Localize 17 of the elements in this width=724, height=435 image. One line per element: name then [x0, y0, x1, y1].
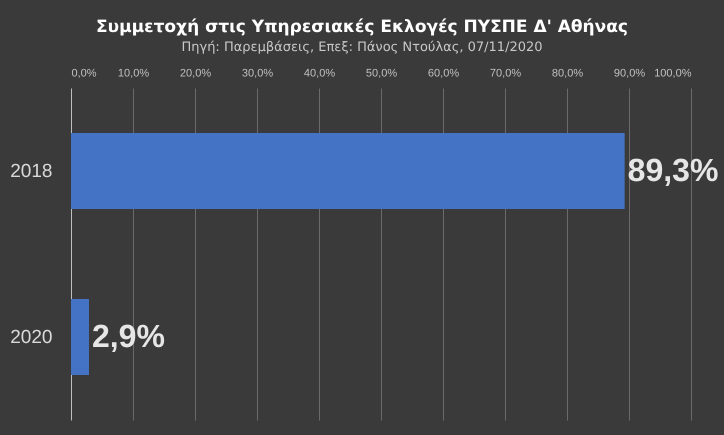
x-tick-label: 80,0% [552, 68, 584, 80]
y-tick-label: 2020 [10, 327, 52, 348]
x-tick-label: 60,0% [428, 68, 460, 80]
x-tick-label: 30,0% [242, 68, 274, 80]
data-label: 2,9% [92, 318, 165, 354]
x-tick-label: 40,0% [304, 68, 336, 80]
chart-subtitle: Πηγή: Παρεμβάσεις, Επεξ: Πάνος Ντούλας, 07/11/2020 [181, 40, 543, 55]
x-tick-label: 0,0% [72, 68, 97, 80]
x-tick-label: 10,0% [118, 68, 150, 80]
x-tick-label: 20,0% [180, 68, 212, 80]
x-tick-label: 70,0% [490, 68, 522, 80]
x-tick-label: 100,0% [654, 68, 692, 80]
y-tick-label: 2018 [10, 161, 52, 182]
data-label: 89,3% [628, 152, 718, 188]
chart-title: Συμμετοχή στις Υπηρεσιακές Εκλογές ΠΥΣΠΕ Δ' Αθήνας [96, 17, 628, 37]
x-tick-label: 50,0% [366, 68, 398, 80]
x-tick-label: 90,0% [614, 68, 646, 80]
